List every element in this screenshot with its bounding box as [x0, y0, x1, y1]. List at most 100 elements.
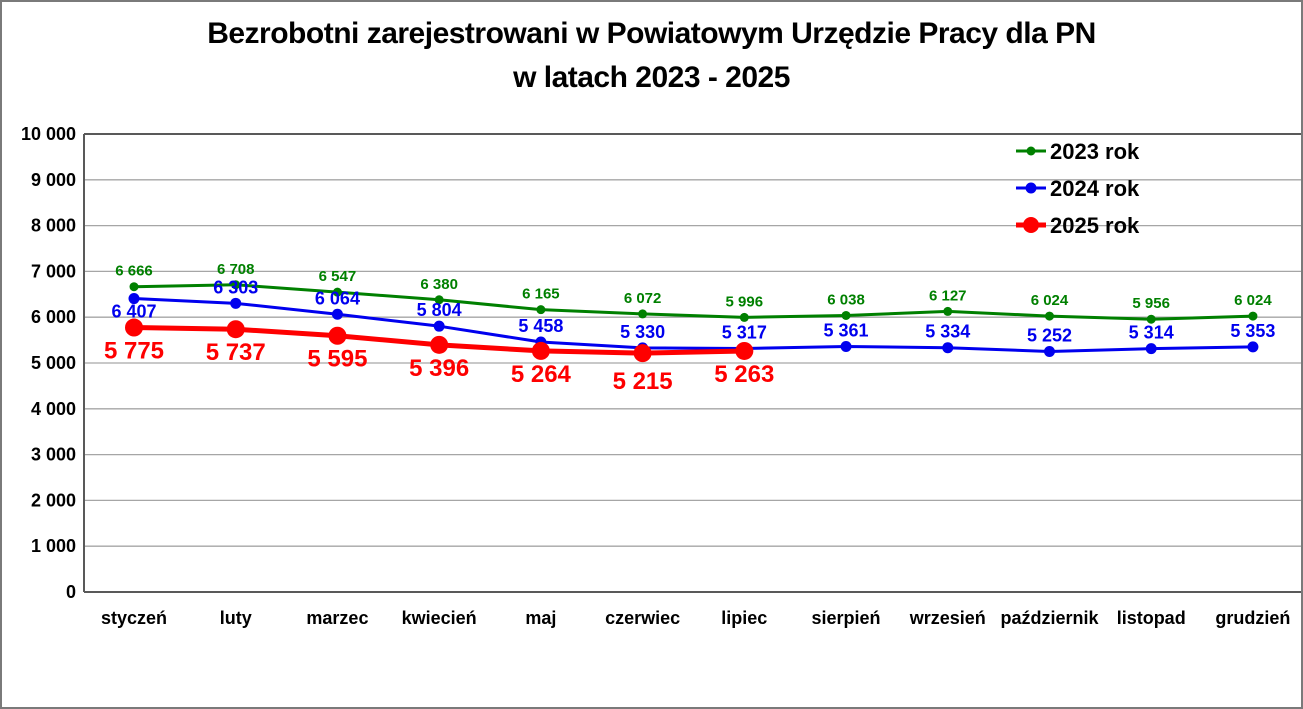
- y-tick-label: 6 000: [31, 307, 76, 327]
- data-point-marker: [230, 297, 242, 309]
- data-point-label: 5 334: [925, 322, 970, 342]
- data-point-label: 6 024: [1031, 292, 1069, 309]
- data-point-marker: [128, 293, 140, 305]
- data-point-label: 5 775: [104, 338, 164, 365]
- legend: 2023 rok 2024 rok 2025 rok: [1016, 139, 1140, 238]
- legend-marker-icon: [1026, 146, 1036, 156]
- gridlines: [83, 133, 1301, 593]
- data-point-label: 5 396: [409, 355, 469, 382]
- data-point-marker: [531, 341, 550, 360]
- series-labels-2024-rok: 6 407 6 303 6 064 5 804 5 458 5 330 5 317 5 361…: [111, 277, 1275, 345]
- data-point-label: 5 317: [722, 322, 767, 342]
- y-tick-label: 8 000: [31, 216, 76, 236]
- data-point-marker: [942, 342, 954, 354]
- x-category-label: grudzień: [1215, 608, 1290, 628]
- data-point-marker: [226, 320, 245, 339]
- chart-title: Bezrobotni zarejestrowani w Powiatowym U…: [2, 12, 1301, 100]
- data-point-marker: [536, 305, 546, 315]
- legend-label: 2024 rok: [1050, 176, 1140, 201]
- y-tick-label: 7 000: [31, 261, 76, 281]
- series-line: [132, 297, 1255, 353]
- data-point-label: 6 038: [827, 291, 865, 308]
- y-tick-label: 1 000: [31, 536, 76, 556]
- data-point-label: 6 072: [624, 290, 662, 307]
- legend-marker-icon: [1023, 217, 1039, 233]
- x-category-label: maj: [525, 608, 556, 628]
- x-category-label: kwiecień: [402, 608, 477, 628]
- x-axis-labels: styczeń luty marzec kwiecień maj czerwiec lipi…: [101, 608, 1290, 628]
- data-point-marker: [638, 309, 648, 319]
- x-category-label: marzec: [306, 608, 368, 628]
- legend-entry-2024-rok: 2024 rok: [1016, 176, 1140, 201]
- data-point-marker: [841, 310, 851, 320]
- y-tick-label: 3 000: [31, 445, 76, 465]
- data-point-label: 6 666: [115, 263, 153, 280]
- data-point-label: 5 314: [1129, 323, 1174, 343]
- data-point-label: 6 024: [1234, 292, 1272, 309]
- data-point-label: 5 353: [1230, 321, 1275, 341]
- data-point-marker: [735, 341, 754, 360]
- x-category-label: luty: [220, 608, 252, 628]
- data-point-marker: [739, 312, 749, 322]
- data-point-label: 5 264: [511, 361, 572, 388]
- legend-entry-2023-rok: 2023 rok: [1016, 139, 1140, 164]
- data-point-label: 6 303: [213, 277, 258, 297]
- data-point-label: 5 252: [1027, 325, 1072, 345]
- y-axis-labels: 0 1 000 2 000 3 000 4 000 5 000 6 000 7 000 8 00…: [21, 124, 76, 602]
- data-point-marker: [1146, 314, 1156, 324]
- series-line: [132, 283, 1255, 321]
- y-tick-label: 0: [66, 582, 76, 602]
- x-category-label: czerwiec: [605, 608, 680, 628]
- data-point-label: 6 407: [111, 302, 156, 322]
- x-category-label: sierpień: [812, 608, 881, 628]
- chart-title-line2: w latach 2023 - 2025: [513, 61, 790, 94]
- series-labels-2025-rok: 5 775 5 737 5 595 5 396 5 264 5 215 5 263: [104, 338, 774, 396]
- data-point-marker: [840, 340, 852, 352]
- x-category-label: październik: [1000, 608, 1099, 628]
- y-tick-label: 2 000: [31, 490, 76, 510]
- data-point-label: 5 215: [613, 368, 673, 395]
- x-category-label: listopad: [1117, 608, 1186, 628]
- data-point-marker: [434, 295, 444, 305]
- data-point-label: 6 547: [319, 268, 357, 285]
- series-2023-rok: [129, 280, 1258, 324]
- data-point-label: 5 330: [620, 322, 665, 342]
- legend-label: 2023 rok: [1050, 139, 1140, 164]
- data-point-label: 5 737: [206, 339, 266, 366]
- data-point-marker: [125, 318, 143, 337]
- x-category-label: wrzesień: [909, 608, 986, 628]
- y-tick-label: 10 000: [21, 124, 76, 144]
- data-point-label: 6 127: [929, 287, 967, 304]
- data-point-marker: [332, 287, 342, 297]
- data-point-marker: [633, 344, 652, 363]
- data-point-label: 6 708: [217, 261, 255, 278]
- data-point-marker: [1044, 311, 1054, 321]
- data-point-marker: [1248, 311, 1258, 321]
- y-tick-label: 5 000: [31, 353, 76, 373]
- x-category-label: lipiec: [721, 608, 767, 628]
- data-point-label: 5 804: [417, 300, 462, 320]
- y-tick-label: 9 000: [31, 170, 76, 190]
- data-point-label: 5 458: [518, 316, 563, 336]
- data-point-marker: [331, 308, 343, 320]
- data-point-label: 5 956: [1132, 295, 1170, 312]
- data-point-marker: [1145, 343, 1157, 355]
- legend-entry-2025-rok: 2025 rok: [1016, 213, 1140, 238]
- data-point-marker: [1247, 341, 1259, 353]
- data-point-marker: [129, 282, 139, 292]
- data-point-label: 6 380: [420, 276, 458, 293]
- data-point-label: 6 064: [315, 288, 360, 308]
- data-point-marker: [943, 306, 953, 316]
- y-tick-label: 4 000: [31, 399, 76, 419]
- series-2025-rok: [125, 318, 754, 363]
- data-point-marker: [430, 335, 449, 354]
- legend-label: 2025 rok: [1050, 213, 1140, 238]
- data-point-marker: [1043, 345, 1055, 357]
- series-labels-2023-rok: 6 666 6 708 6 547 6 380 6 165 6 072 5 996 6 038…: [115, 261, 1272, 312]
- data-point-marker: [328, 326, 347, 345]
- data-point-label: 5 361: [824, 320, 869, 340]
- chart-title-line1: Bezrobotni zarejestrowani w Powiatowym U…: [207, 17, 1096, 50]
- data-point-marker: [231, 280, 241, 290]
